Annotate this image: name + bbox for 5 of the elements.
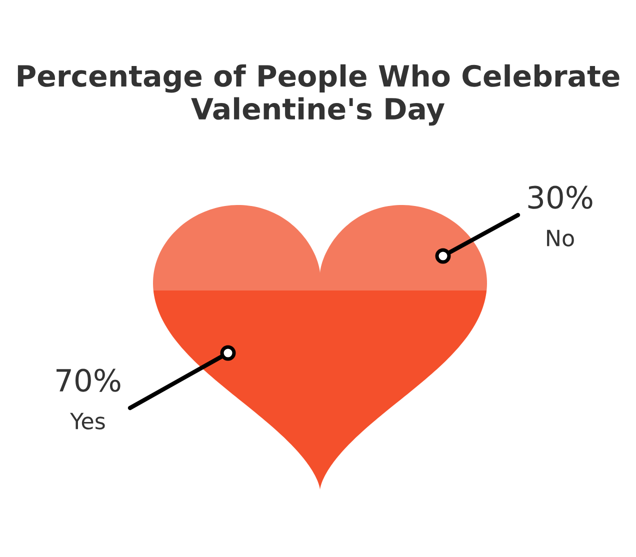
category-label: No [547,230,574,246]
data-label: 30% [528,186,592,209]
category-label: Yes [70,412,105,430]
text: Percentage of People Who Celebrate Valentine's Day [18,64,620,126]
data-label: 70% [56,368,120,392]
